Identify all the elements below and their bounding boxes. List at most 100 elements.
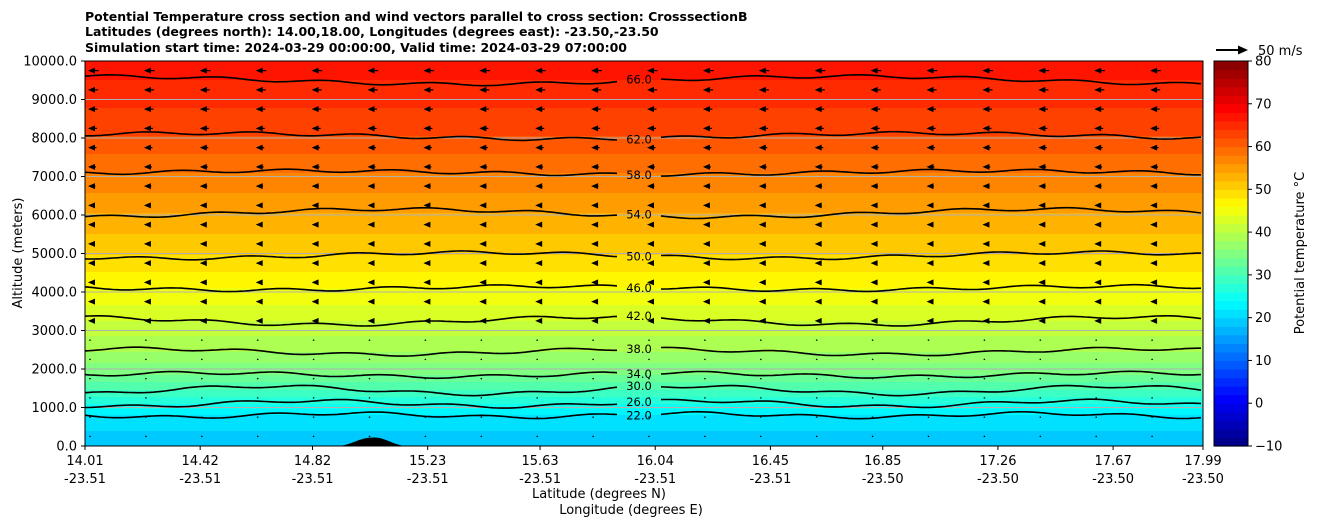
theta-band	[85, 235, 1203, 237]
wind-vector-head	[367, 163, 375, 170]
theta-band	[85, 380, 1203, 382]
theta-band	[85, 249, 1203, 251]
contour-line	[660, 250, 1201, 261]
wind-vector-head	[591, 106, 599, 113]
theta-band	[85, 256, 1203, 258]
theta-band	[85, 120, 1203, 122]
theta-band	[85, 234, 1203, 236]
theta-band	[85, 138, 1203, 140]
wind-vector-head	[535, 106, 543, 113]
theta-band	[85, 392, 1203, 394]
wind-vector-head	[591, 279, 599, 286]
theta-band	[85, 108, 1203, 110]
theta-band	[85, 381, 1203, 383]
wind-vector-head	[199, 86, 207, 93]
wind-vector-head	[1038, 144, 1046, 151]
theta-band	[85, 207, 1203, 209]
wind-vector	[1039, 377, 1042, 380]
theta-band	[85, 206, 1203, 208]
theta-band	[85, 70, 1203, 72]
wind-vector-head	[143, 317, 151, 324]
wind-vector	[368, 416, 371, 418]
wind-vector	[256, 416, 259, 418]
theta-band	[85, 231, 1203, 233]
colorbar-band	[1214, 394, 1248, 404]
wind-vector-head	[647, 86, 654, 93]
wind-vector	[312, 435, 315, 438]
wind-vector-head	[1094, 125, 1102, 132]
contour-line	[85, 250, 618, 261]
wind-vector	[89, 416, 91, 418]
wind-vector	[312, 339, 315, 341]
wind-vector-head	[758, 106, 766, 113]
wind-vector-head	[1038, 298, 1046, 305]
wind-vector-head	[311, 183, 319, 190]
wind-vector-head	[423, 260, 431, 267]
wind-vector-head	[591, 163, 599, 170]
wind-vector-head	[311, 125, 319, 132]
wind-vector-head	[479, 67, 487, 74]
contour-label: 42.0	[626, 309, 652, 323]
colorbar-band	[1214, 266, 1248, 276]
contour-line	[660, 384, 1202, 397]
theta-band	[85, 408, 1203, 410]
wind-vector	[480, 416, 483, 418]
colorbar-band	[1214, 180, 1248, 190]
wind-vector-head	[311, 202, 319, 209]
terrain-profile	[335, 437, 409, 446]
wind-vector-head	[870, 183, 878, 190]
wind-vector-head	[423, 67, 431, 74]
theta-band	[85, 443, 1203, 445]
wind-vector-head	[423, 163, 431, 170]
wind-vector	[704, 377, 706, 380]
theta-band	[85, 106, 1203, 108]
wind-vector-head	[591, 240, 599, 247]
wind-vector-head	[926, 163, 934, 170]
theta-band	[85, 312, 1203, 314]
theta-band	[85, 319, 1203, 321]
wind-vector-head	[758, 298, 766, 305]
colorbar-tick-label: 30	[1255, 268, 1272, 283]
theta-band	[85, 190, 1203, 192]
wind-vector	[89, 377, 91, 380]
wind-vector-head	[814, 67, 822, 74]
x-tick-label-lat: 17.26	[979, 454, 1016, 469]
theta-band	[85, 222, 1203, 224]
theta-band	[85, 239, 1203, 241]
wind-vector-head	[143, 183, 151, 190]
wind-vector-head	[1038, 221, 1046, 228]
wind-vector-head	[367, 183, 375, 190]
wind-vector-head	[479, 317, 487, 324]
wind-vector	[592, 416, 594, 418]
wind-vector	[704, 435, 706, 438]
theta-band	[85, 111, 1203, 113]
wind-vectors	[88, 67, 1161, 438]
wind-vector-head	[423, 317, 431, 324]
wind-vector	[424, 358, 427, 361]
theta-band	[85, 188, 1203, 190]
wind-vector	[592, 435, 594, 438]
x-tick-label-lat: 16.45	[752, 454, 789, 469]
theta-band	[85, 265, 1203, 267]
theta-band	[85, 158, 1203, 160]
theta-band	[85, 439, 1203, 441]
wind-vector	[89, 339, 91, 341]
theta-band	[85, 366, 1203, 368]
theta-band	[85, 112, 1203, 114]
wind-vector-head	[870, 240, 878, 247]
wind-vector-head	[982, 221, 990, 228]
theta-band	[85, 232, 1203, 234]
y-tick-label: 9000.0	[32, 93, 78, 108]
wind-vector	[145, 358, 147, 361]
wind-vector	[983, 416, 986, 418]
wind-vector-head	[367, 106, 375, 113]
wind-vector-head	[758, 202, 766, 209]
wind-vector-head	[591, 183, 599, 190]
theta-band	[85, 331, 1203, 333]
wind-vector-head	[814, 260, 822, 267]
wind-vector	[89, 435, 91, 438]
theta-band	[85, 61, 1203, 63]
wind-vector-head	[1094, 202, 1102, 209]
wind-vector-head	[982, 144, 990, 151]
theta-band	[85, 353, 1203, 355]
